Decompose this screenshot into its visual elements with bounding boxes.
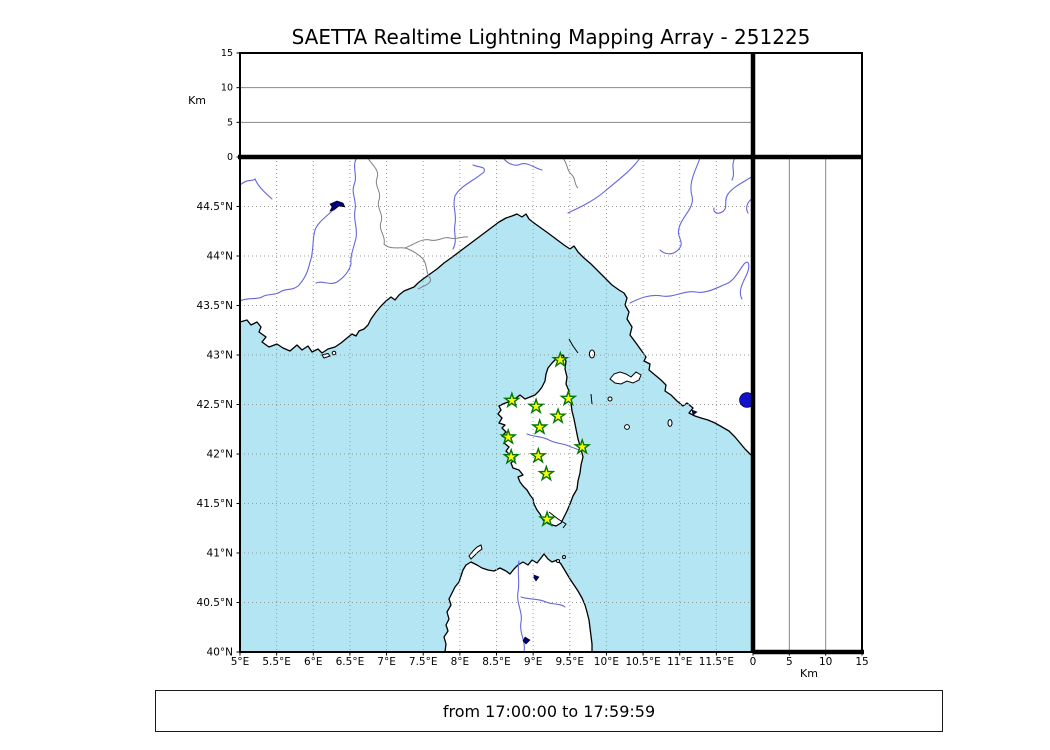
lon-tick-label: 6.5°E [336, 656, 365, 668]
station-star [551, 350, 570, 368]
rivers [240, 157, 753, 652]
station-star [499, 427, 518, 445]
axis-tick-marks [236, 52, 863, 656]
map-graticule [240, 157, 753, 652]
lon-tick-label: 5°E [231, 656, 250, 668]
top-altitude-panel-frame [239, 52, 754, 158]
lon-tick-label: 10.5°E [625, 656, 660, 668]
lake-coghinas [533, 574, 540, 582]
coast-fragment-cap-corse [568, 338, 579, 354]
river-ne-corner [713, 175, 753, 214]
right-panel-km-label: Km [800, 667, 818, 680]
river-top-right [731, 157, 736, 181]
mainland-coast [240, 157, 753, 458]
river-po-tributary-2 [659, 157, 701, 255]
lat-tick-label: 41.5°N [197, 498, 233, 510]
river-sardinia-branch [520, 596, 566, 608]
river-durance-ne [315, 158, 357, 284]
lat-tick-label: 44.5°N [197, 201, 233, 213]
maddalena-islet-1 [556, 559, 560, 563]
station-star [502, 447, 521, 465]
lon-tick-label: 7°E [377, 656, 396, 668]
lake-serre-poncon [329, 200, 346, 212]
alt-tick-label: 5 [227, 117, 233, 128]
alt-tick-label: 15 [855, 656, 868, 668]
maddalena-islet-2 [562, 555, 566, 559]
alt-tick-label: 0 [750, 656, 757, 668]
river-po-tributary-1 [502, 157, 543, 171]
lake-bolsena [739, 392, 753, 408]
station-star [502, 391, 521, 409]
coast-fragment-bonifacio [548, 511, 567, 529]
lon-tick-label: 7.5°E [409, 656, 438, 668]
lon-tick-label: 10°E [594, 656, 619, 668]
asinara-island [468, 544, 483, 560]
river-arno [629, 261, 750, 304]
lat-tick-label: 43°N [207, 350, 233, 362]
lon-tick-label: 6°E [304, 656, 323, 668]
pianosa-island [607, 396, 613, 402]
country-borders [366, 157, 579, 290]
river-sardinia-main [517, 560, 525, 652]
montecristo-island [624, 424, 630, 430]
border-liguria [561, 157, 579, 189]
lakes [329, 200, 753, 645]
lat-tick-label: 42.5°N [197, 399, 233, 411]
lat-tick-label: 40.5°N [197, 597, 233, 609]
elba-island [609, 371, 642, 385]
station-star [529, 446, 548, 464]
river-var [452, 164, 485, 250]
alt-tick-label: 10 [221, 83, 233, 94]
alt-tick-label: 5 [786, 656, 793, 668]
station-star [538, 509, 557, 528]
map-panel [240, 157, 753, 652]
lon-tick-label: 11°E [667, 656, 692, 668]
river-durance-lower [240, 209, 334, 302]
page-title: SAETTA Realtime Lightning Mapping Array … [291, 25, 811, 49]
lon-tick-label: 9.5°E [555, 656, 584, 668]
lon-tick-label: 8.5°E [482, 656, 511, 668]
border-france-italy [366, 157, 432, 290]
lat-tick-label: 42°N [207, 449, 233, 461]
lma-stations [499, 350, 592, 528]
time-range-box: from 17:00:00 to 17:59:59 [155, 690, 943, 732]
lon-tick-label: 11.5°E [699, 656, 734, 668]
lat-tick-label: 41°N [207, 548, 233, 560]
lon-tick-label: 9°E [524, 656, 543, 668]
capraia-island [588, 349, 596, 359]
lat-tick-label: 43.5°N [197, 300, 233, 312]
lat-tick-label: 40°N [207, 647, 233, 659]
lake-omodeo [522, 636, 531, 645]
time-range-text: from 17:00:00 to 17:59:59 [442, 701, 656, 721]
lat-tick-label: 44°N [207, 251, 233, 263]
alt-tick-label: 15 [221, 48, 233, 59]
station-star [573, 437, 592, 455]
station-star [537, 464, 556, 482]
coast-fragment-tuscan [590, 393, 593, 405]
station-star [549, 407, 568, 424]
border-branch-ne [404, 236, 469, 249]
alt-tick-label: 10 [819, 656, 832, 668]
river-durance-upper [240, 178, 273, 200]
river-golo-corsica [526, 433, 580, 451]
giglio-island [667, 419, 673, 427]
alt-tick-label: 0 [227, 152, 233, 163]
top-panel-km-label: Km [188, 94, 206, 107]
altitude-panel-gridlines [240, 87, 827, 652]
station-star [527, 397, 546, 415]
station-star [559, 389, 578, 407]
river-liguria [567, 157, 641, 214]
lon-tick-label: 8°E [451, 656, 470, 668]
right-altitude-panel-frame [752, 156, 863, 653]
port-cros-island [331, 350, 337, 356]
lon-tick-label: 5.5°E [262, 656, 291, 668]
corner-panel-frame [752, 52, 863, 158]
lagoon-orbetello [691, 409, 698, 416]
station-star [530, 417, 549, 435]
axis-tick-labels: 5°E 5.5°E 6°E 6.5°E 7°E 7.5°E 8°E 8.5°E 9°E 9.5°E… [197, 48, 869, 668]
